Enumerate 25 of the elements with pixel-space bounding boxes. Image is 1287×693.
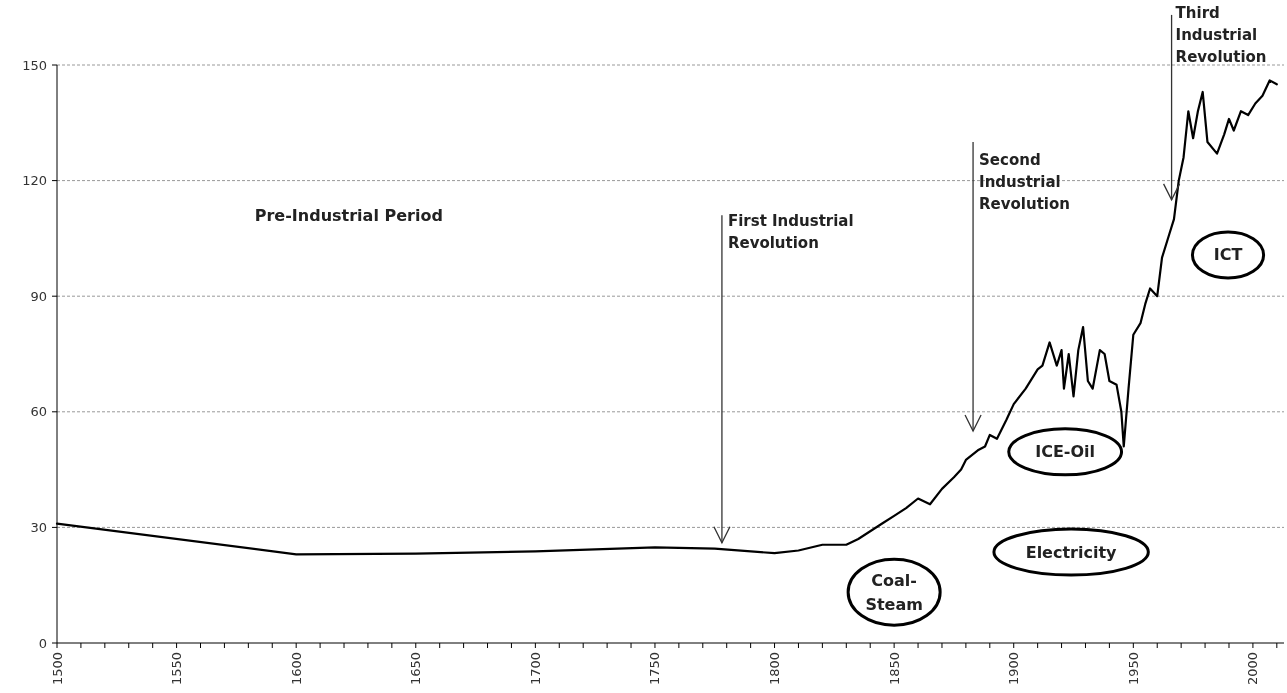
annotation: Coal-Steam (865, 570, 923, 614)
annotation: Electricity (1025, 542, 1118, 562)
x-tick-label: 1750 (647, 652, 663, 686)
y-tick-label: 90 (30, 288, 47, 304)
x-tick-label: 1850 (886, 652, 902, 686)
ref-line-label: First Industrial Revolution (727, 212, 854, 253)
x-tick-label: 1550 (169, 652, 185, 686)
y-tick-label: 150 (22, 57, 47, 73)
x-tick-label: 2000 (1245, 652, 1261, 686)
x-tick-label: 1950 (1125, 652, 1141, 686)
ref-line-label: Third Industrial Revolution (1175, 4, 1267, 67)
annotation: ICT (1213, 245, 1243, 265)
ref-line-label: Second Industrial Revolution (979, 150, 1070, 213)
annotation: ICE-Oil (1035, 442, 1096, 462)
y-tick-label: 120 (22, 173, 47, 189)
x-tick-label: 1800 (767, 652, 783, 686)
y-tick-label: 60 (30, 404, 47, 420)
y-tick-label: 0 (38, 635, 47, 651)
x-tick-label: 1650 (408, 652, 424, 686)
x-tick-label: 1600 (288, 652, 304, 686)
x-tick-label: 1900 (1006, 652, 1022, 686)
x-tick-label: 1700 (527, 652, 543, 686)
annotation: Pre-Industrial Period (254, 205, 443, 225)
y-tick-label: 30 (30, 519, 47, 535)
x-tick-label: 1500 (49, 652, 65, 686)
